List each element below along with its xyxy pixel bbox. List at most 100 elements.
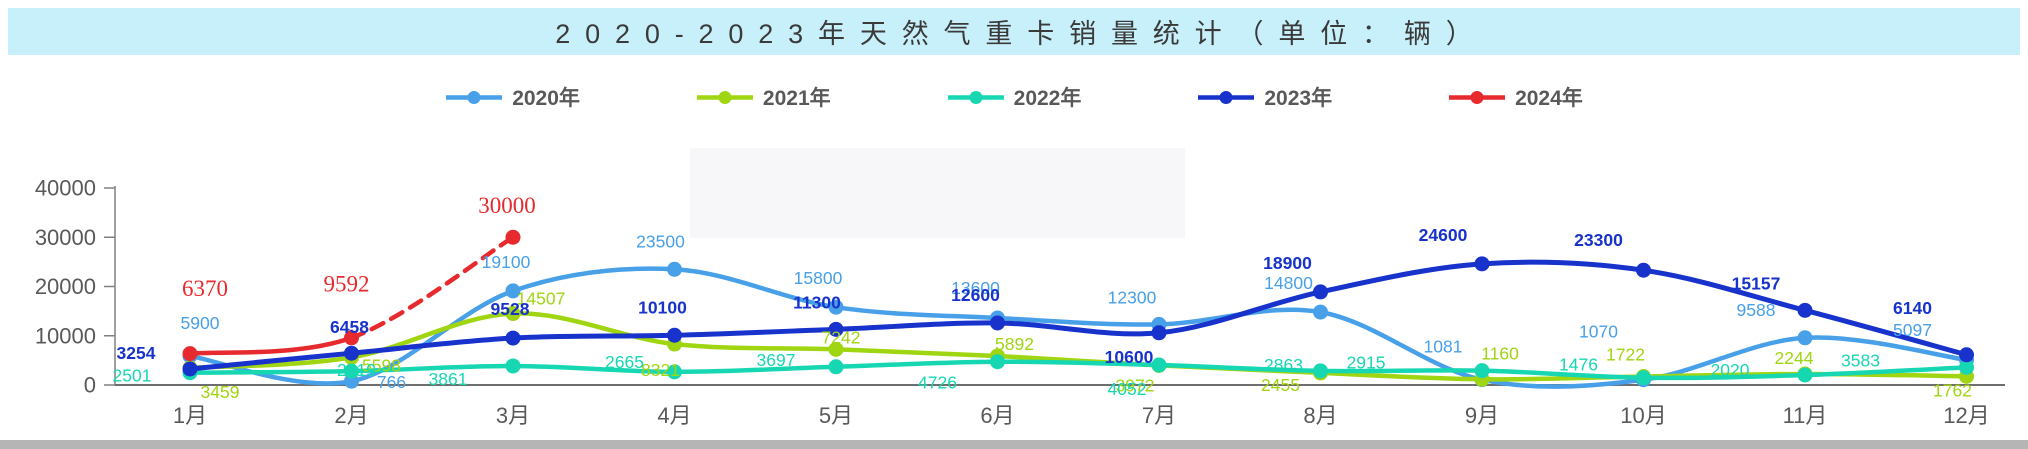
legend-item-2: 2022年 <box>947 82 1081 112</box>
legend-item-4: 2024年 <box>1448 82 1583 112</box>
series-3-line-segment <box>1318 261 1485 295</box>
series-0-point <box>1797 330 1813 346</box>
series-2-data-label: 2863 <box>1264 355 1303 375</box>
series-0-data-label: 13600 <box>951 278 1000 298</box>
series-0-line-segment <box>1802 335 1969 363</box>
series-2-line-segment <box>1802 365 1969 378</box>
legend-marker-icon <box>446 90 503 104</box>
series-4-point <box>505 229 521 245</box>
series-2-line-segment <box>1318 368 1485 374</box>
chart-legend: 2020年 2021年 2022年 2023年 2024年 <box>0 82 2028 112</box>
series-1-point <box>505 306 521 322</box>
series-3-data-label: 11300 <box>793 292 841 312</box>
series-3-data-label: 24600 <box>1419 225 1468 245</box>
series-3-point <box>1313 284 1328 300</box>
series-3-data-label: 18900 <box>1263 253 1312 273</box>
series-3-point <box>344 345 359 361</box>
series-3-line-segment <box>1479 259 1646 273</box>
series-3-line-segment <box>1802 307 1969 358</box>
legend-marker-icon <box>1198 90 1255 104</box>
series-0-point <box>1313 304 1328 320</box>
x-axis-month-label: 8月 <box>1303 403 1337 428</box>
series-3-line-segment <box>1641 267 1808 313</box>
watermark-patch <box>690 148 1185 238</box>
series-0-data-label: 1081 <box>1424 337 1463 357</box>
y-axis-tick-label: 30000 <box>35 225 96 250</box>
series-4-point <box>182 346 198 362</box>
series-2-point <box>1797 367 1813 383</box>
series-3-line-segment <box>995 320 1162 337</box>
x-axis-month-label: 3月 <box>496 403 530 428</box>
x-axis-month-label: 11月 <box>1783 403 1828 428</box>
series-2-line-segment <box>672 364 839 375</box>
bottom-divider <box>0 440 2028 449</box>
series-3-point <box>1797 302 1813 318</box>
series-2-line-segment <box>349 363 516 374</box>
series-1-data-label: 2244 <box>1775 348 1814 368</box>
legend-item-label: 2023年 <box>1264 87 1333 110</box>
series-3-data-label: 6458 <box>330 317 369 337</box>
series-2-point <box>505 358 521 374</box>
series-2-line-segment <box>833 359 1000 370</box>
series-0-point <box>828 299 844 315</box>
series-1-data-label: 2455 <box>1261 375 1300 395</box>
x-axis-month-label: 9月 <box>1465 403 1499 428</box>
series-2-data-label: 1476 <box>1559 355 1598 375</box>
page-title: 2020-2023年天然气重卡销量统计（单位：辆） <box>555 19 1488 49</box>
series-1-data-label: 3972 <box>1116 375 1155 395</box>
series-0-data-label: 12300 <box>1108 287 1157 307</box>
series-0-data-label: 1070 <box>1579 322 1618 342</box>
series-1-line-segment <box>672 341 839 352</box>
legend-item-3: 2023年 <box>1197 82 1332 112</box>
x-axis-month-label: 4月 <box>657 403 691 428</box>
series-0-line-segment <box>995 315 1162 327</box>
series-0-point <box>505 283 521 299</box>
series-0-line-segment <box>833 304 1000 321</box>
series-2-line-segment <box>187 368 354 375</box>
series-1-data-label: 7242 <box>822 327 861 347</box>
chart-title-bar: 2020-2023年天然气重卡销量统计（单位：辆） <box>8 8 2020 55</box>
series-2-data-label: 4726 <box>918 373 957 393</box>
series-2-point <box>1959 359 1974 375</box>
legend-item-label: 2024年 <box>1515 87 1583 110</box>
series-1-data-label: 14507 <box>517 289 566 309</box>
series-3-line-segment <box>349 335 516 356</box>
series-3-data-label: 6140 <box>1893 298 1932 318</box>
series-0-data-label: 5900 <box>181 313 220 333</box>
series-2-point <box>1474 363 1490 379</box>
series-0-line-segment <box>510 266 677 294</box>
series-4-data-label: 6370 <box>182 276 228 301</box>
series-4-data-label: 30000 <box>478 193 536 218</box>
series-0-data-label: 5097 <box>1893 320 1932 340</box>
series-1-data-label: 1722 <box>1606 345 1645 365</box>
series-3-line-segment <box>833 320 1000 332</box>
x-axis-month-label: 5月 <box>819 403 853 428</box>
series-2-line-segment <box>1479 368 1646 380</box>
series-0-line-segment <box>349 288 516 384</box>
series-4-line-segment <box>349 235 516 341</box>
series-3-line-segment <box>1156 289 1323 336</box>
series-3-point <box>667 327 682 343</box>
series-2-data-label: 2665 <box>605 352 644 372</box>
series-1-data-label: 3459 <box>201 382 240 402</box>
series-0-line-segment <box>672 267 839 310</box>
series-4-data-label: 9592 <box>324 271 370 296</box>
series-0-data-label: 19100 <box>482 252 531 272</box>
series-3-point <box>1636 262 1651 278</box>
series-2-point <box>344 363 359 379</box>
series-2-data-label: 4052 <box>1108 379 1147 399</box>
series-3-point <box>182 361 198 377</box>
series-2-line-segment <box>995 359 1162 368</box>
series-3-data-label: 10100 <box>638 297 687 317</box>
series-2-line-segment <box>1641 372 1808 381</box>
series-3-point <box>1959 347 1974 363</box>
series-2-point <box>990 354 1005 370</box>
series-2-data-label: 2819 <box>337 360 376 380</box>
series-0-data-label: 23500 <box>636 231 685 251</box>
series-2-line-segment <box>510 363 677 375</box>
legend-item-1: 2021年 <box>696 82 831 112</box>
legend-item-0: 2020年 <box>445 82 580 112</box>
x-axis-month-label: 12月 <box>1943 403 1989 428</box>
legend-marker-icon <box>1449 90 1506 104</box>
